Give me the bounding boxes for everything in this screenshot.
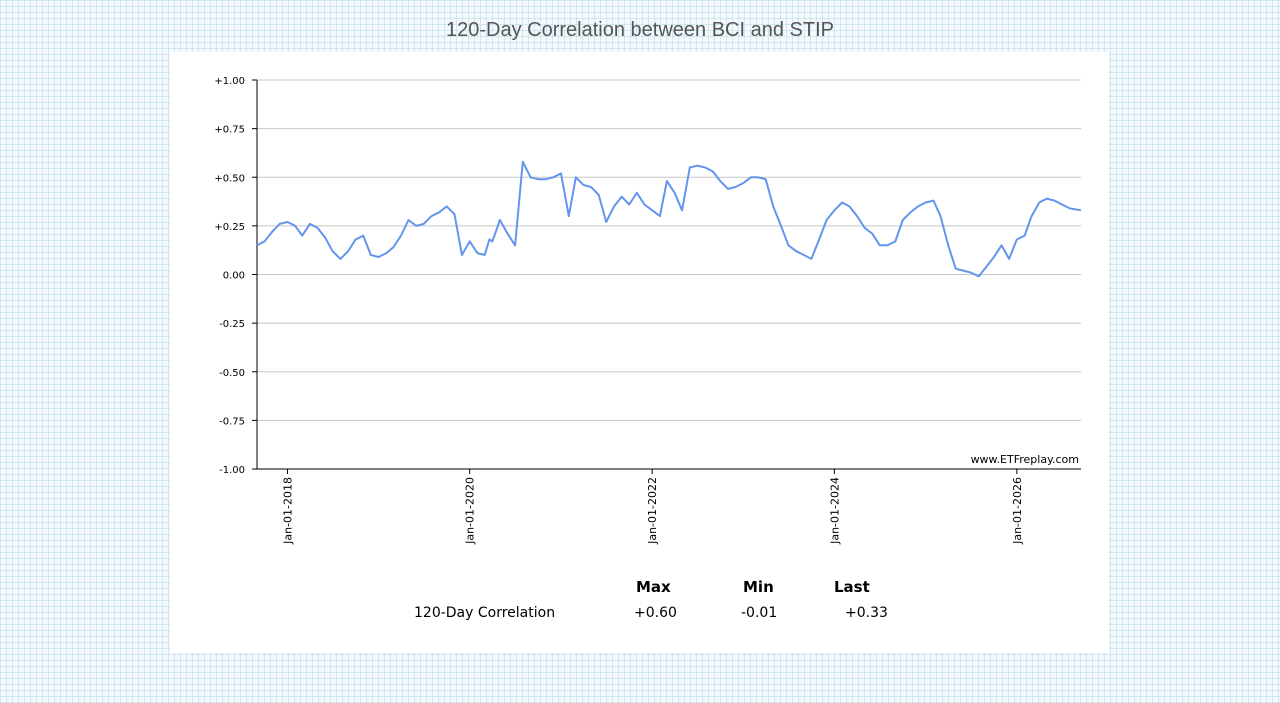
x-tick-label: Jan-01-2024 — [828, 477, 841, 545]
stats-table: Max Min Last 120-Day Correlation +0.60 -… — [170, 576, 1109, 636]
chart-panel: +1.00 +0.75 +0.50 +0.25 0.00 -0.25 -0.50 -0.75 -… — [170, 52, 1109, 653]
stats-last-value: +0.33 — [845, 605, 888, 621]
axes — [252, 79, 1081, 474]
stats-min-value: -0.01 — [741, 605, 778, 621]
y-tick-label: +0.50 — [214, 173, 245, 184]
y-tick-label: -0.75 — [219, 416, 245, 427]
x-tick-label: Jan-01-2018 — [281, 477, 294, 545]
y-tick-label: +0.75 — [214, 125, 245, 136]
stats-max-value: +0.60 — [634, 605, 677, 621]
series-layer — [256, 160, 1082, 278]
y-tick-label: +0.25 — [214, 222, 245, 233]
stats-header-max: Max — [636, 578, 671, 596]
stats-row-label: 120-Day Correlation — [414, 605, 556, 621]
correlation-chart: +1.00 +0.75 +0.50 +0.25 0.00 -0.25 -0.50 -0.75 -… — [214, 76, 1082, 545]
x-tick-label: Jan-01-2026 — [1011, 477, 1024, 545]
y-tick-label: -1.00 — [219, 465, 245, 476]
series-line-correlation — [256, 160, 1082, 278]
y-tick-label: +1.00 — [214, 76, 245, 87]
y-tick-label: -0.50 — [219, 368, 245, 379]
x-tick-label: Jan-01-2020 — [464, 477, 477, 545]
grid — [257, 79, 1081, 470]
x-tick-label: Jan-01-2022 — [646, 477, 659, 545]
chart-title: 120-Day Correlation between BCI and STIP — [446, 19, 834, 41]
stats-header-last: Last — [834, 578, 870, 596]
tick-labels: +1.00 +0.75 +0.50 +0.25 0.00 -0.25 -0.50 -0.75 -… — [214, 76, 1024, 545]
y-tick-label: 0.00 — [223, 271, 245, 282]
y-tick-label: -0.25 — [219, 319, 245, 330]
stats-header-min: Min — [743, 578, 774, 596]
source-credit: www.ETFreplay.com — [971, 453, 1079, 466]
